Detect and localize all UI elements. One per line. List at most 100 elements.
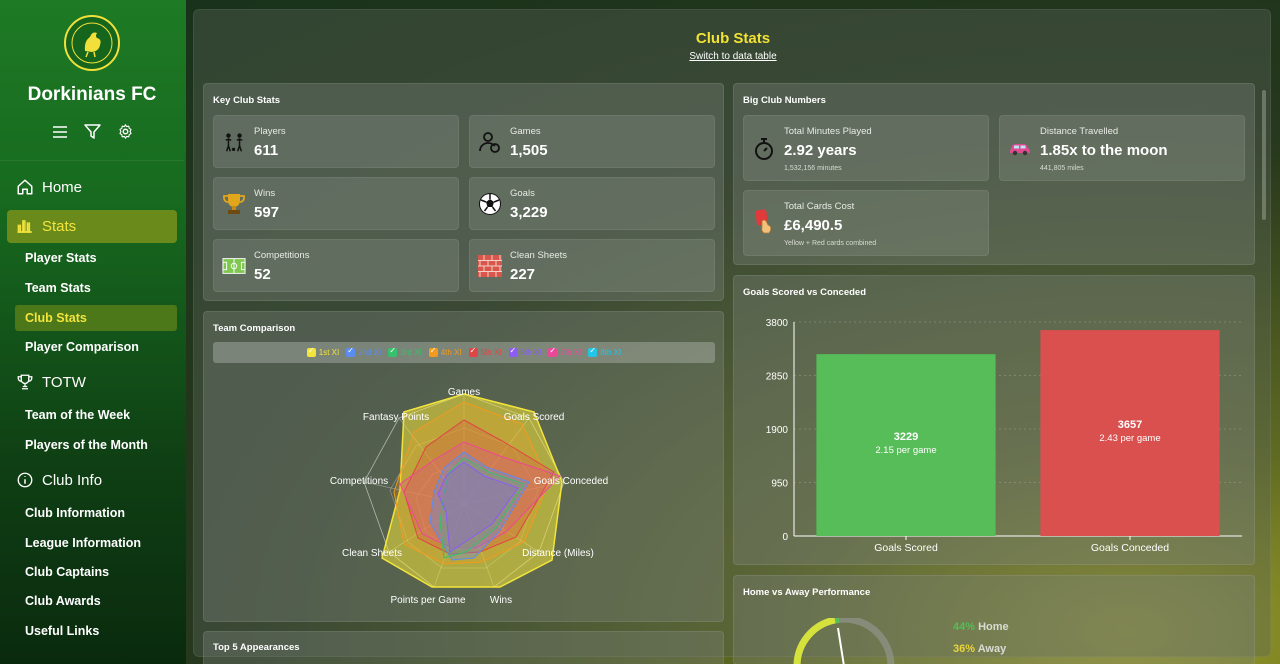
stat-wins: Wins 597 <box>213 177 459 230</box>
gauge-home-arc <box>793 618 836 664</box>
x-tick-label: Goals Conceded <box>1091 542 1169 554</box>
radar-axis-label: Fantasy Points <box>362 412 430 423</box>
legend-label: 4th XI <box>440 348 462 357</box>
goals-chart-card: Goals Scored vs Conceded 0 950 1900 2850 380… <box>733 275 1255 565</box>
pitch-icon <box>222 253 246 279</box>
legend-label: 6th XI <box>520 348 542 357</box>
stat-label: Wins <box>254 188 276 199</box>
stat-value: 227 <box>510 266 536 283</box>
stat-competitions: Competitions 52 <box>213 239 459 292</box>
legend-label: 8th XI <box>600 348 622 357</box>
info-icon <box>17 472 33 488</box>
trophy-icon <box>222 191 246 217</box>
home-percentage: 44% Home <box>953 621 1009 633</box>
bar-goals-conceded <box>1040 330 1220 536</box>
main-scrollbar[interactable] <box>1262 90 1266 220</box>
legend-3rd-xi[interactable]: 3rd XI <box>388 346 422 357</box>
nav-club-info[interactable]: Club Info <box>16 471 102 489</box>
nav-player-stats[interactable]: Player Stats <box>25 251 97 265</box>
y-tick-label: 3800 <box>766 318 789 329</box>
nav-team-of-the-week[interactable]: Team of the Week <box>25 408 131 422</box>
stat-label: Total Minutes Played <box>784 126 872 137</box>
goals-chart-title: Goals Scored vs Conceded <box>743 287 867 298</box>
sidebar-divider <box>0 160 184 161</box>
bar-sub-label: 2.15 per game <box>875 445 936 456</box>
menu-icon[interactable] <box>50 122 69 141</box>
legend-6th-xi[interactable]: 6th XI <box>508 346 542 357</box>
away-pct-label: Away <box>977 643 1007 655</box>
stat-label: Games <box>510 126 541 137</box>
main-panel: Club Stats Switch to data table Key Club… <box>193 9 1271 664</box>
home-icon <box>17 179 33 195</box>
legend-label: 1st XI <box>318 348 340 357</box>
trophy-icon <box>17 374 33 390</box>
stat-value: 597 <box>254 204 280 221</box>
stat-label: Total Cards Cost <box>784 201 855 212</box>
radar-axis-label: Points per Game <box>390 595 466 606</box>
chart-bars: 3229 2.15 per game 3657 2.43 per game <box>816 330 1220 536</box>
y-tick-label: 950 <box>771 479 788 490</box>
radar-series-2nd-xi <box>429 451 530 561</box>
nav-home[interactable]: Home <box>16 178 82 196</box>
stat-sub: 441,805 miles <box>1040 165 1084 172</box>
legend-2nd-xi[interactable]: 2nd XI <box>346 346 382 357</box>
nav-players-of-the-month[interactable]: Players of the Month <box>25 438 148 452</box>
y-tick-label: 2850 <box>766 372 789 383</box>
legend-5th-xi[interactable]: 5th XI <box>468 346 502 357</box>
legend-swatch <box>428 346 438 357</box>
nav-team-stats[interactable]: Team Stats <box>25 281 91 295</box>
legend-swatch <box>346 346 356 357</box>
team-comparison-card: Team Comparison 1st XI 2nd XI 3rd XI 4th… <box>203 311 724 622</box>
filter-icon[interactable] <box>83 122 102 141</box>
chart-y-ticks: 0 950 1900 2850 3800 <box>766 318 789 543</box>
stat-clean-sheets: Clean Sheets 227 <box>469 239 715 292</box>
nav-club-awards[interactable]: Club Awards <box>25 594 101 608</box>
top-appearances-title: Top 5 Appearances <box>213 642 300 653</box>
home-pct-label: Home <box>978 621 1009 633</box>
stat-sub: 1,532,156 minutes <box>784 165 842 172</box>
switch-to-table-link[interactable]: Switch to data table <box>689 51 777 62</box>
club-logo[interactable] <box>64 15 120 71</box>
legend-7th-xi[interactable]: 7th XI <box>548 346 581 357</box>
nav-totw[interactable]: TOTW <box>16 373 86 391</box>
nav-club-information[interactable]: Club Information <box>25 506 125 520</box>
stat-players: Players 611 <box>213 115 459 168</box>
legend-4th-xi[interactable]: 4th XI <box>428 346 462 357</box>
legend-8th-xi[interactable]: 8th XI <box>588 346 622 357</box>
legend-label: 5th XI <box>480 348 502 357</box>
legend-swatch <box>306 346 316 357</box>
radar-chart <box>363 393 565 588</box>
nav-club-stats-active <box>15 305 177 331</box>
legend-swatch <box>588 346 598 357</box>
stopwatch-icon <box>752 136 776 162</box>
settings-icon[interactable] <box>116 122 135 141</box>
stat-value: 1.85x to the moon <box>1040 142 1168 159</box>
goals-bar-chart: 0 950 1900 2850 3800 3229 2.15 per game 3657 2.… <box>766 318 1242 554</box>
legend-swatch <box>508 346 518 357</box>
nav-player-comparison[interactable]: Player Comparison <box>25 340 139 354</box>
home-away-card: Home vs Away Performance 44% Home 36% Aw… <box>733 575 1255 664</box>
bar-sub-label: 2.43 per game <box>1099 433 1160 444</box>
stat-distance: Distance Travelled 1.85x to the moon 441… <box>999 115 1245 181</box>
radar-axis-label: Clean Sheets <box>341 548 403 559</box>
stat-cards-cost: Total Cards Cost £6,490.5 Yellow + Red c… <box>743 190 989 256</box>
away-percentage: 36% Away <box>953 643 1006 655</box>
stat-value: 3,229 <box>510 204 548 221</box>
stat-value: £6,490.5 <box>784 217 843 234</box>
nav-club-captains[interactable]: Club Captains <box>25 565 110 579</box>
stat-value: 611 <box>254 142 279 159</box>
car-icon <box>1008 136 1032 162</box>
nav-useful-links[interactable]: Useful Links <box>25 624 100 638</box>
radar-axis-label: Goals Scored <box>503 412 565 423</box>
chart-x-ticks: Goals Scored Goals Conceded <box>874 536 1169 554</box>
club-name: Dorkinians FC <box>27 84 157 105</box>
bar-value-label: 3657 <box>1118 419 1142 431</box>
legend-1st-xi[interactable]: 1st XI <box>306 346 340 357</box>
stat-sub: Yellow + Red cards combined <box>784 240 877 247</box>
nav-league-information[interactable]: League Information <box>25 536 141 550</box>
nav-club-stats[interactable]: Club Stats <box>25 311 87 325</box>
legend-label: 2nd XI <box>358 348 382 357</box>
key-stats-card: Key Club Stats Players 611 Games 1,505 W… <box>203 83 724 301</box>
nav-stats[interactable]: Stats <box>16 217 76 235</box>
away-pct-value: 36% <box>953 643 976 655</box>
